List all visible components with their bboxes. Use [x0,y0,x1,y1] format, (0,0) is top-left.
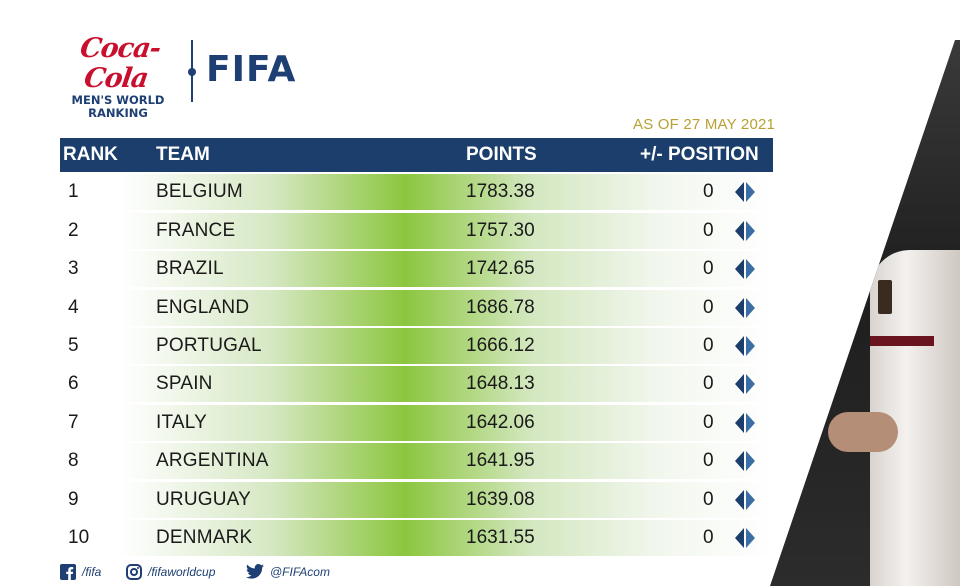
fifa-logo: FIFA [206,49,297,90]
points-cell: 1686.78 [466,296,535,318]
rank-cell: 10 [68,526,90,548]
team-cell: DENMARK [156,526,253,548]
column-header-position: +/- POSITION [640,144,759,165]
table-row: 8 ARGENTINA 1641.95 0 [60,443,773,480]
table-row: 6 SPAIN 1648.13 0 [60,366,773,403]
as-of-date: AS OF 27 MAY 2021 [633,116,776,133]
rank-cell: 6 [68,373,79,395]
position-change-cell: 0 [703,411,714,433]
ranking-title-line2: RANKING [88,106,148,120]
table-row: 1 BELGIUM 1783.38 0 [60,174,773,211]
shirt-badge-icon [878,280,892,314]
no-change-diamond-icon [735,374,755,395]
points-cell: 1666.12 [466,334,535,356]
column-header-team: TEAM [156,144,210,165]
column-header-rank: RANK [63,144,118,165]
twitter-icon [246,564,264,579]
team-cell: BRAZIL [156,258,224,280]
facebook-link[interactable]: /fifa [60,564,101,580]
table-row: 9 URUGUAY 1639.08 0 [60,481,773,518]
position-change-cell: 0 [703,181,714,203]
table-row: 10 DENMARK 1631.55 0 [60,519,773,556]
instagram-icon [126,564,142,580]
no-change-diamond-icon [735,489,755,510]
rank-cell: 5 [68,334,79,356]
position-change-cell: 0 [703,334,714,356]
ranking-table: RANK TEAM POINTS +/- POSITION 1 BELGIUM 17… [60,138,773,556]
no-change-diamond-icon [735,527,755,548]
position-change-cell: 0 [703,258,714,280]
team-cell: PORTUGAL [156,334,262,356]
no-change-diamond-icon [735,412,755,433]
points-cell: 1648.13 [466,373,535,395]
rank-cell: 9 [68,488,79,510]
position-change-cell: 0 [703,526,714,548]
position-change-cell: 0 [703,219,714,241]
position-change-cell: 0 [703,373,714,395]
position-change-cell: 0 [703,488,714,510]
team-cell: ARGENTINA [156,450,269,472]
points-cell: 1639.08 [466,488,535,510]
team-cell: ITALY [156,411,207,433]
team-cell: ENGLAND [156,296,250,318]
team-cell: FRANCE [156,219,236,241]
position-change-cell: 0 [703,296,714,318]
twitter-link[interactable]: @FIFAcom [246,564,330,579]
rank-cell: 7 [68,411,79,433]
table-header: RANK TEAM POINTS +/- POSITION [60,138,773,172]
table-row: 3 BRAZIL 1742.65 0 [60,251,773,288]
rank-cell: 3 [68,258,79,280]
team-cell: SPAIN [156,373,213,395]
table-row: 7 ITALY 1642.06 0 [60,404,773,441]
points-cell: 1757.30 [466,219,535,241]
position-change-cell: 0 [703,450,714,472]
player-arm [828,412,898,452]
shirt-band [870,336,934,346]
table-body: 1 BELGIUM 1783.38 0 2 FRANCE 1757.30 0 3 BRAZIL 17… [60,174,773,556]
no-change-diamond-icon [735,259,755,280]
twitter-handle: @FIFAcom [270,564,330,579]
logo-divider [188,40,196,102]
no-change-diamond-icon [735,335,755,356]
points-cell: 1642.06 [466,411,535,433]
ranking-title-line1: MEN'S WORLD [71,93,165,107]
no-change-diamond-icon [735,220,755,241]
table-row: 4 ENGLAND 1686.78 0 [60,289,773,326]
instagram-handle: /fifaworldcup [148,565,216,579]
no-change-diamond-icon [735,297,755,318]
sponsor-logo-block: Coca-Cola MEN'S WORLD RANKING [58,33,178,120]
column-header-points: POINTS [466,144,537,165]
rank-cell: 2 [68,219,79,241]
team-cell: URUGUAY [156,488,251,510]
points-cell: 1631.55 [466,526,535,548]
no-change-diamond-icon [735,451,755,472]
rank-cell: 4 [68,296,79,318]
points-cell: 1783.38 [466,181,535,203]
player-photo [770,40,960,586]
facebook-icon [60,564,76,580]
points-cell: 1641.95 [466,450,535,472]
rank-cell: 8 [68,450,79,472]
table-row: 5 PORTUGAL 1666.12 0 [60,327,773,364]
rank-cell: 1 [68,181,79,203]
table-row: 2 FRANCE 1757.30 0 [60,212,773,249]
no-change-diamond-icon [735,182,755,203]
points-cell: 1742.65 [466,258,535,280]
coca-cola-logo: Coca-Cola [78,33,163,94]
team-cell: BELGIUM [156,181,243,203]
instagram-link[interactable]: /fifaworldcup [126,564,215,580]
facebook-handle: /fifa [82,565,102,579]
